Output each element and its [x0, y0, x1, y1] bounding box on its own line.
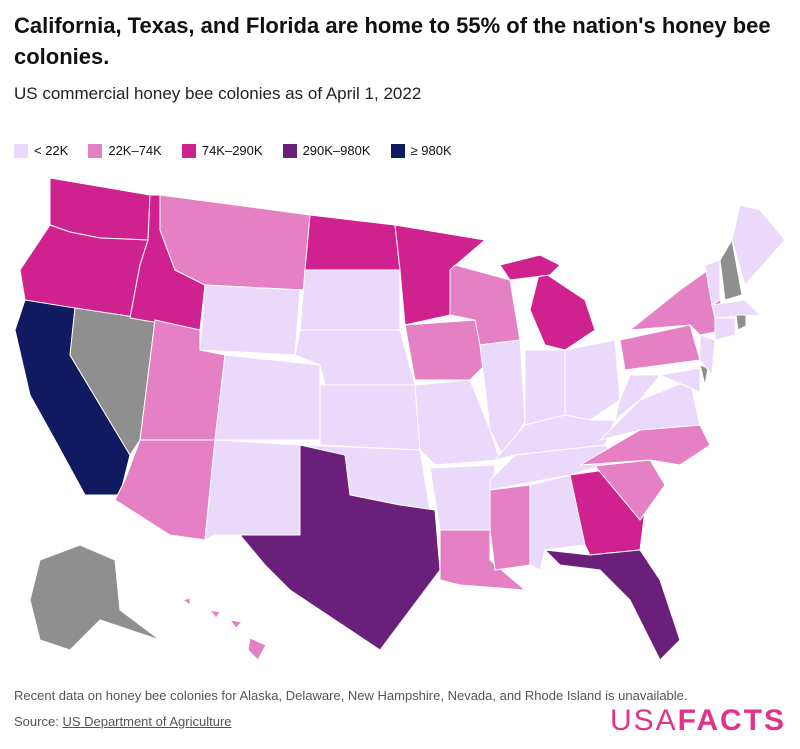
- state: [699, 364, 709, 386]
- legend-item: 74K–290K: [181, 143, 263, 158]
- state: [208, 609, 221, 619]
- state: [404, 319, 491, 381]
- state: [228, 619, 244, 629]
- state: [658, 367, 701, 393]
- state: [299, 269, 401, 331]
- legend-swatch: [282, 143, 297, 158]
- state: [214, 354, 321, 441]
- legend-item: 290K–980K: [282, 143, 371, 158]
- state: [704, 259, 721, 306]
- state: [731, 204, 786, 287]
- legend-swatch: [14, 143, 28, 158]
- state: [304, 214, 401, 271]
- state: [429, 464, 496, 531]
- legend-swatch: [181, 143, 196, 158]
- state: [543, 549, 681, 661]
- legend: < 22K 22K–74K 74K–290K 290K–980K ≥ 980K: [14, 143, 452, 158]
- source-prefix: Source:: [14, 714, 59, 729]
- state: [199, 284, 301, 356]
- state: [619, 324, 701, 371]
- state: [594, 459, 666, 521]
- legend-item: ≥ 980K: [390, 143, 452, 158]
- state: [564, 339, 621, 421]
- legend-label: 74K–290K: [201, 143, 263, 158]
- legend-swatch: [88, 143, 103, 158]
- state: [711, 299, 762, 319]
- state: [449, 264, 521, 346]
- state: [719, 238, 743, 301]
- legend-label: 22K–74K: [108, 143, 162, 158]
- source: Source: US Department of Agriculture: [14, 714, 232, 729]
- legend-swatch: [390, 143, 405, 158]
- state: [414, 379, 501, 466]
- legend-label: 290K–980K: [302, 143, 371, 158]
- map: [14, 177, 786, 661]
- state: [181, 597, 191, 606]
- state: [204, 439, 301, 541]
- state: [238, 444, 441, 651]
- legend-label: < 22K: [34, 143, 69, 158]
- state: [29, 544, 161, 651]
- state: [529, 269, 596, 351]
- subtitle: US commercial honey bee colonies as of A…: [14, 84, 422, 103]
- legend-item: 22K–74K: [88, 143, 162, 158]
- logo-bold: FACTS: [677, 704, 786, 737]
- legend-label: ≥ 980K: [410, 143, 452, 158]
- state: [524, 349, 566, 426]
- logo-light: USA: [609, 704, 678, 737]
- state: [247, 637, 267, 661]
- state: [714, 317, 736, 341]
- state: [319, 384, 421, 451]
- state: [614, 374, 662, 422]
- state: [598, 379, 701, 441]
- legend-item: < 22K: [14, 143, 68, 158]
- state: [489, 484, 531, 571]
- state: [699, 334, 716, 377]
- source-link[interactable]: US Department of Agriculture: [62, 714, 232, 729]
- state: [499, 254, 561, 281]
- logo: USAFACTS: [610, 704, 786, 738]
- state: [735, 314, 747, 331]
- title: California, Texas, and Florida are home …: [14, 13, 771, 69]
- note: Recent data on honey bee colonies for Al…: [14, 688, 688, 703]
